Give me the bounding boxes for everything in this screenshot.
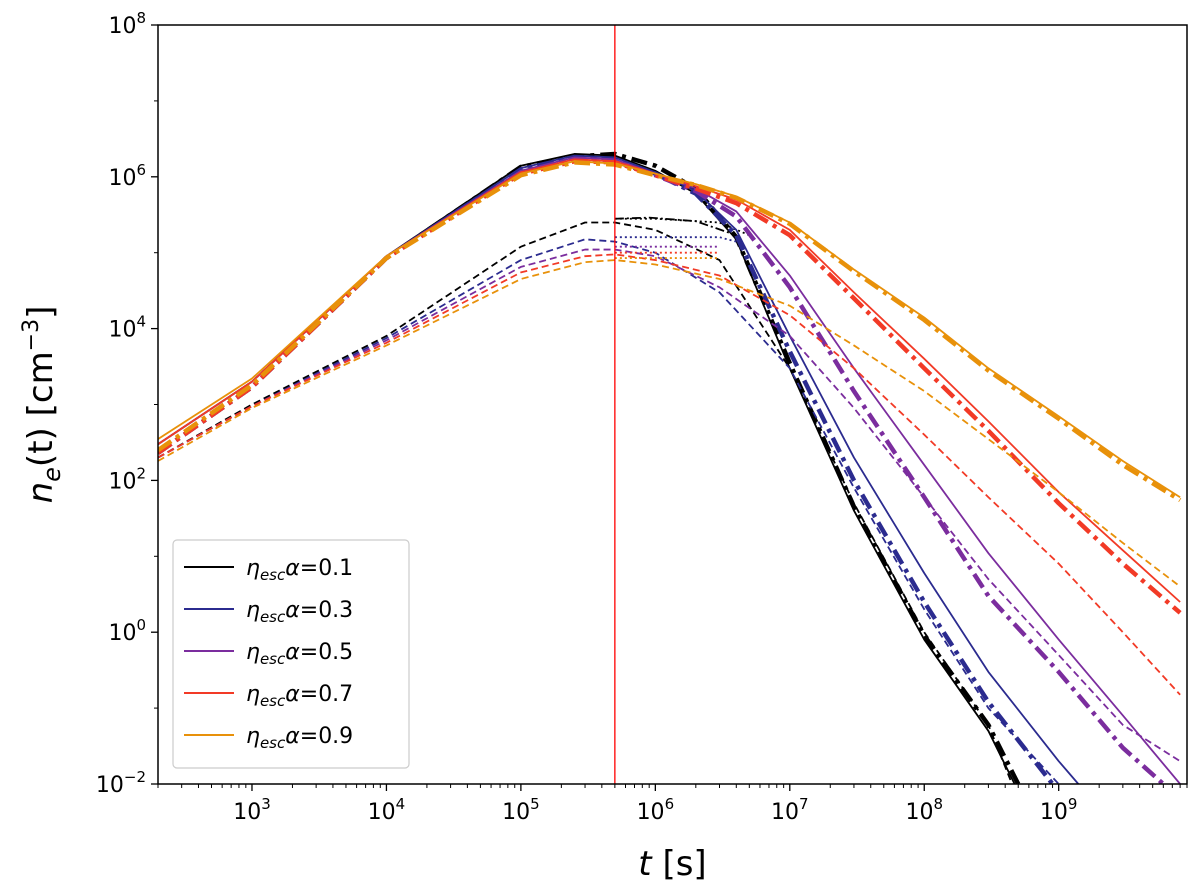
y-tick-label: 108	[108, 9, 146, 39]
series-0p9-dashed-line	[158, 259, 1181, 588]
x-tick-label: 108	[905, 795, 943, 825]
x-tick-label: 109	[1040, 795, 1078, 825]
series-0p5-dashdot-line	[158, 157, 1165, 784]
series-0p7-dashed-line	[158, 253, 1181, 696]
legend: ηescα=0.1 ηescα=0.3 ηescα=0.5 ηescα=0.7 ηesc…	[172, 539, 410, 769]
y-axis-ticks: 10−2 100 102 104 106 108	[96, 9, 158, 798]
legend-label-0p9: ηescα=0.9	[246, 724, 353, 752]
legend-label-0p3: ηescα=0.3	[246, 598, 353, 626]
y-tick-label: 10−2	[96, 768, 146, 798]
series-0p5-dashed-line	[158, 248, 1181, 762]
x-axis-label: t [s]	[638, 844, 706, 884]
series-0p7-solid-line	[158, 158, 1181, 603]
legend-label-0p5: ηescα=0.5	[246, 640, 353, 668]
x-tick-label: 104	[368, 795, 406, 825]
x-tick-label: 107	[771, 795, 809, 825]
series-0p1-dashed-line	[158, 221, 1013, 784]
x-tick-label: 106	[637, 795, 675, 825]
x-tick-label: 103	[233, 795, 271, 825]
series-0p3-dotted-line	[614, 236, 737, 243]
legend-label-0p7: ηescα=0.7	[246, 682, 353, 710]
x-axis-ticks: 103 104 105 106 107 108 109	[157, 784, 1188, 825]
y-tick-label: 102	[108, 464, 146, 494]
legend-label-0p1: ηescα=0.1	[246, 556, 353, 584]
y-axis-label: ne(t) [cm−3]	[19, 306, 66, 504]
legend-box	[172, 539, 410, 769]
y-tick-label: 104	[108, 313, 146, 343]
plot-curves	[158, 151, 1182, 784]
y-tick-label: 106	[108, 161, 146, 191]
y-tick-label: 100	[108, 616, 146, 646]
x-tick-label: 105	[502, 795, 540, 825]
series-0p9-dashdot-line	[158, 160, 1182, 503]
series-0p1-dashdot_thin-line	[614, 216, 737, 237]
